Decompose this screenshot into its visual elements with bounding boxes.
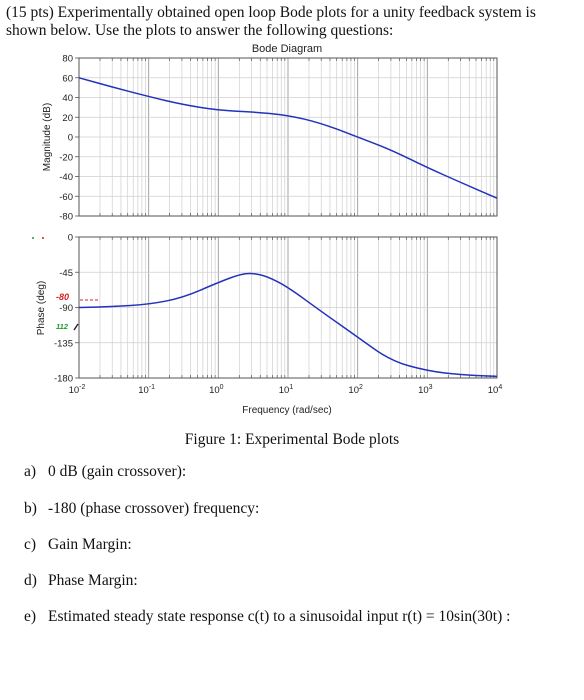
question-e-text: Estimated steady state response c(t) to … (48, 608, 511, 625)
question-c-text: Gain Margin: (48, 536, 132, 553)
x-tick-label: 10-1 (138, 384, 155, 396)
question-a-label: a) (24, 463, 37, 480)
magnitude-y-ticks: 80 60 40 20 0 -20 -40 -60 -80 (59, 54, 79, 223)
y-tick-label: -45 (59, 268, 73, 279)
y-tick-label: -60 (59, 192, 73, 203)
bode-diagram: Bode Diagram 80 60 40 20 0 -20 -40 -60 -80 Magni… (32, 43, 503, 416)
x-tick-label: 101 (279, 384, 294, 396)
y-tick-label: 40 (62, 93, 73, 104)
phase-series-line (78, 272, 498, 378)
x-ticks: 10-2 10-1 100 101 102 103 104 (69, 384, 503, 396)
question-d: d) Phase Margin: (24, 572, 138, 590)
y-tick-label: -40 (59, 172, 73, 183)
question-e-label: e) (24, 608, 37, 625)
x-tick-label: 10-2 (69, 384, 86, 396)
question-e: e) Estimated steady state response c(t) t… (24, 608, 510, 626)
problem-statement: (15 pts) Experimentally obtained open lo… (6, 4, 536, 39)
phase-y-ticks: 0 -45 -90 -135 -180 (54, 233, 79, 385)
y-tick-label: -135 (54, 338, 73, 349)
x-tick-label: 104 (488, 384, 503, 396)
y-tick-label: 80 (62, 54, 73, 65)
phase-ylabel: Phase (deg) (36, 281, 47, 335)
question-c-label: c) (24, 536, 37, 553)
x-tick-label: 100 (209, 384, 224, 396)
question-a-text: 0 dB (gain crossover): (48, 463, 187, 480)
figure-caption: Figure 1: Experimental Bode plots (184, 431, 400, 448)
annotation-red-dot (42, 237, 44, 239)
chart-title: Bode Diagram (252, 43, 322, 55)
phase-grid (78, 236, 497, 379)
y-tick-label: -90 (59, 303, 73, 314)
question-d-text: Phase Margin: (48, 572, 138, 589)
y-tick-label: 60 (62, 73, 73, 84)
question-b-label: b) (24, 500, 37, 517)
question-c: c) Gain Margin: (24, 536, 132, 554)
x-tick-label: 103 (418, 384, 433, 396)
y-tick-label: -20 (59, 152, 73, 163)
annotation-green: 112 (56, 322, 69, 331)
question-b: b) -180 (phase crossover) frequency: (24, 500, 259, 518)
magnitude-grid (78, 57, 497, 217)
magnitude-panel: 80 60 40 20 0 -20 -40 -60 -80 Magnitude (dB) (42, 54, 498, 223)
y-tick-label: 0 (68, 233, 73, 244)
magnitude-series-line (78, 77, 498, 199)
question-d-label: d) (24, 572, 37, 589)
phase-panel: 0 -45 -90 -135 -180 Phase (deg) (36, 233, 498, 385)
magnitude-ylabel: Magnitude (dB) (42, 103, 53, 171)
y-tick-label: -80 (59, 212, 73, 223)
y-tick-label: 20 (62, 113, 73, 124)
y-tick-label: -180 (54, 374, 73, 385)
question-a: a) 0 dB (gain crossover): (24, 463, 186, 481)
handwritten-annotations: -80 112 (32, 237, 98, 331)
y-tick-label: 0 (68, 133, 73, 144)
x-tick-label: 102 (348, 384, 363, 396)
annotation-tick-mark (73, 323, 79, 331)
annotation-green-dot (32, 237, 34, 239)
question-b-text: -180 (phase crossover) frequency: (48, 500, 260, 517)
annotation-red: -80 (56, 292, 69, 302)
chart-xlabel: Frequency (rad/sec) (242, 405, 331, 416)
